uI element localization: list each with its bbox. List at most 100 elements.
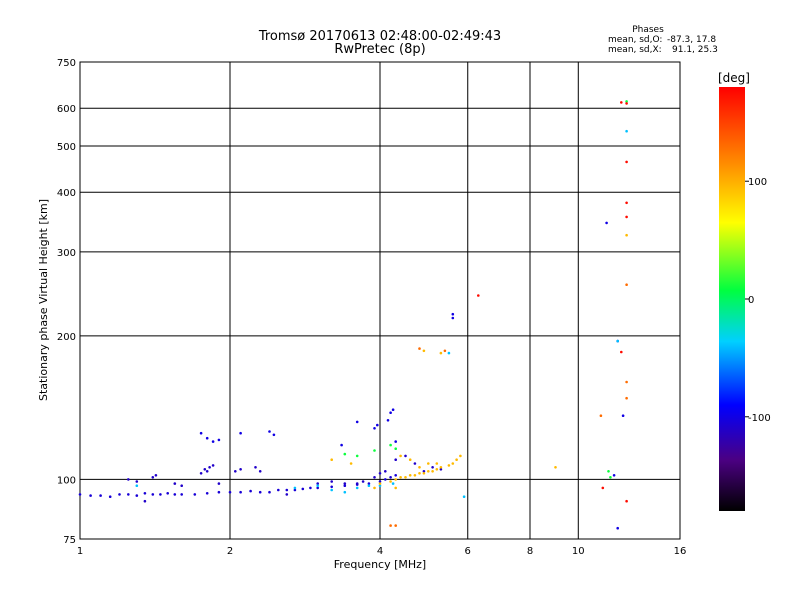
data-point [625,233,628,237]
data-point [268,430,271,433]
data-point [78,493,82,496]
x-tick-label: 4 [377,546,383,557]
data-point [355,486,359,490]
data-point [258,490,262,494]
grid [80,62,680,539]
data-point [389,411,392,415]
data-point [285,493,289,496]
data-point [394,458,398,462]
y-tick-label: 300 [57,248,76,259]
data-point [391,482,395,485]
data-point [413,462,417,465]
data-point [413,474,417,477]
data-point [254,466,257,469]
data-point [389,480,392,483]
data-point [386,419,390,422]
phases-x-label: mean, sd,X: [608,45,662,55]
data-point [439,468,443,471]
x-tick-label: 6 [465,546,471,557]
data-point [418,347,421,350]
data-point [239,490,242,494]
data-point [422,472,426,475]
data-point [378,472,382,475]
data-point [447,351,451,355]
data-point [108,495,112,499]
data-point [330,488,334,492]
data-point [394,474,398,477]
y-tick-label: 200 [57,332,76,343]
data-point [143,499,147,503]
data-point [418,466,421,469]
data-point [205,436,209,440]
x-tick-label: 1 [77,546,83,557]
data-point [389,443,392,447]
data-point [316,482,320,485]
data-point [355,420,359,424]
data-point [349,462,353,465]
x-tick-label: 2 [227,546,233,557]
data-point [205,470,209,473]
y-axis-label: Stationary phase Virtual Height [km] [37,199,50,401]
data-point [355,482,359,485]
data-point [418,472,421,475]
colorbar-tick-label: 0 [748,295,754,306]
data-point [330,480,334,483]
data-point [199,472,203,475]
data-point [258,470,262,473]
data-point [451,462,455,465]
data-point [143,492,147,495]
colorbar-ticks: 100 0 -100 [745,177,771,424]
data-point [408,458,412,462]
data-point [340,443,343,447]
data-point [459,454,462,458]
colorbar-tick-label: -100 [748,413,771,424]
data-point [239,468,242,471]
data-point [154,474,158,477]
data-point [612,474,616,477]
data-point [373,449,376,452]
data-point [408,474,412,477]
data-point [609,476,612,479]
data-point [268,490,271,494]
data-point [361,480,365,483]
data-point [330,485,334,489]
data-point [399,454,402,458]
data-point [217,482,221,485]
data-point [193,493,197,496]
data-point [404,476,407,479]
data-point [173,493,177,496]
data-point [309,486,312,490]
data-point [205,492,209,495]
data-point [343,482,347,485]
data-point [343,484,347,488]
data-point [378,484,382,488]
data-point [601,486,605,490]
y-tick-label: 100 [57,475,76,486]
phases-heading: Phases [632,25,664,35]
data-point [455,458,458,462]
data-point [621,414,625,418]
data-point [135,480,139,483]
x-axis-label: Frequency [MHz] [334,558,426,571]
data-point [89,494,92,497]
data-point [208,466,211,469]
data-point [293,488,297,492]
data-point [625,215,628,219]
data-point [422,470,426,473]
data-point [399,476,402,479]
data-point [159,493,162,496]
data-point [211,464,215,467]
data-point [367,484,371,488]
data-points [78,100,628,530]
axis-ticks: 1 2 4 6 8 10 16 75 100 200 300 400 500 600 750 [57,58,686,557]
y-tick-label: 750 [57,58,76,69]
data-point [316,486,320,490]
data-point [394,524,398,527]
data-point [427,462,430,465]
colorbar-tick-label: 100 [748,177,767,188]
data-point [118,493,121,496]
data-point [394,486,398,490]
phases-x-value: 91.1, 25.3 [672,45,718,55]
data-point [431,470,434,473]
y-tick-label: 400 [57,188,76,199]
